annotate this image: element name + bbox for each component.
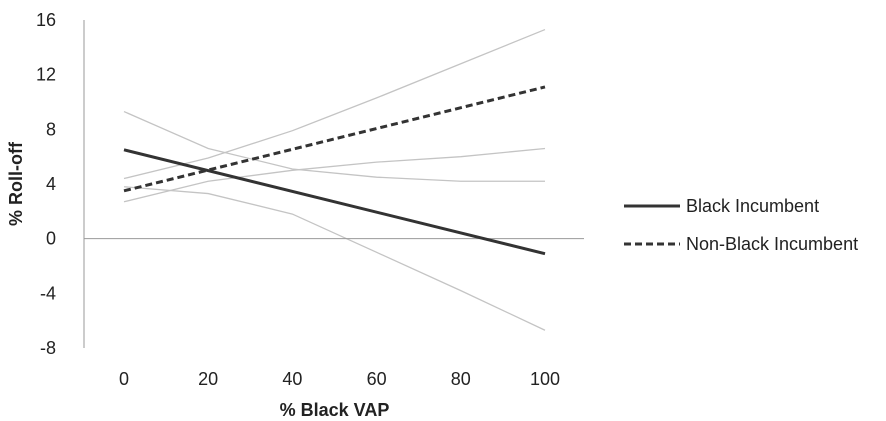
axes <box>83 20 584 348</box>
confidence-band-2 <box>123 186 546 331</box>
x-tick-label: 20 <box>198 369 218 389</box>
confidence-bands <box>123 28 546 331</box>
series-lines <box>123 85 546 256</box>
y-tick-label: 0 <box>46 229 56 249</box>
x-axis-title: % Black VAP <box>280 400 390 420</box>
y-tick-label: 4 <box>46 174 56 194</box>
legend: Black Incumbent Non-Black Incumbent <box>624 196 858 254</box>
legend-label-2: Non-Black Incumbent <box>686 234 858 254</box>
y-tick-label: -8 <box>40 338 56 358</box>
series-line-2 <box>123 85 546 193</box>
x-tick-label: 60 <box>367 369 387 389</box>
y-tick-label: 12 <box>36 65 56 85</box>
x-tick-label: 40 <box>282 369 302 389</box>
y-tick-label: 8 <box>46 119 56 139</box>
confidence-band-3 <box>123 28 546 180</box>
confidence-band-4 <box>123 147 546 203</box>
y-tick-label: -4 <box>40 283 56 303</box>
y-tick-label: 16 <box>36 10 56 30</box>
x-tick-label: 80 <box>451 369 471 389</box>
confidence-band-1 <box>123 110 545 182</box>
x-tick-label: 0 <box>119 369 129 389</box>
y-axis-title: % Roll-off <box>6 141 26 226</box>
series-line-1 <box>123 148 546 256</box>
x-tick-label: 100 <box>530 369 560 389</box>
legend-label-1: Black Incumbent <box>686 196 819 216</box>
